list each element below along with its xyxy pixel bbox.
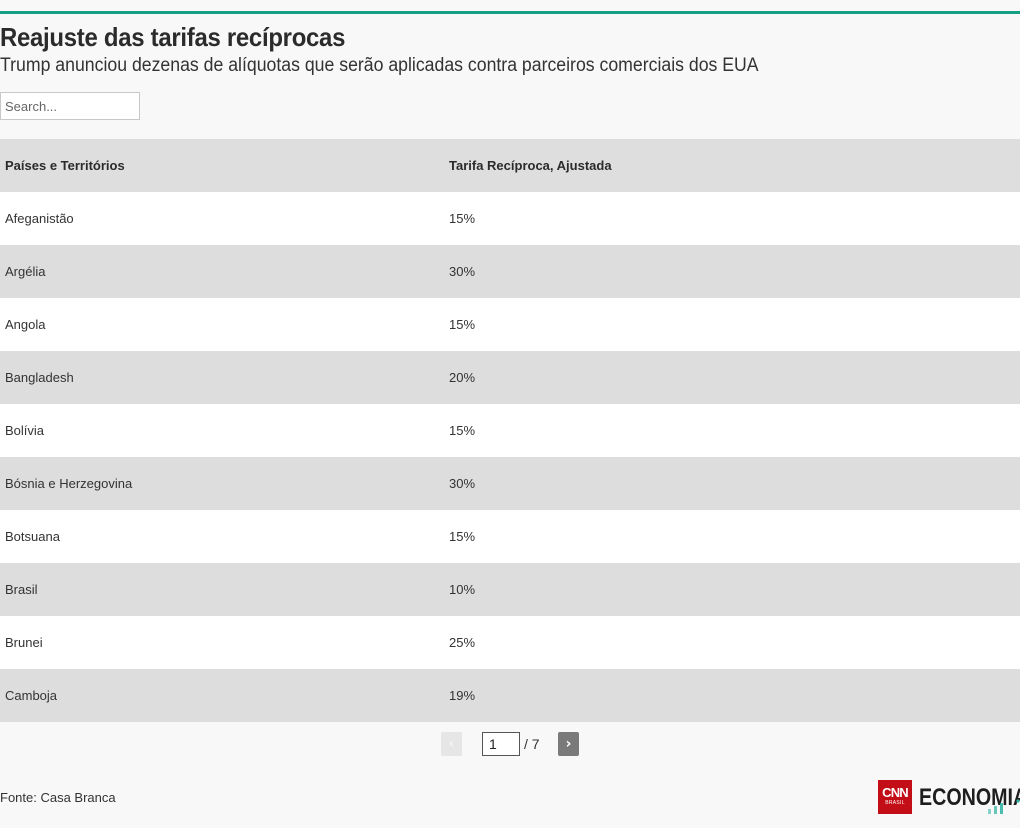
tariff-cell: 25% [444,616,1020,669]
source-note: Fonte: Casa Branca [0,790,116,805]
top-accent-rule [0,11,1020,14]
table-row: Bolívia 15% [0,404,1020,457]
economia-logo-text: ECONOMIA [919,784,1020,811]
table-row: Bósnia e Herzegovina 30% [0,457,1020,510]
tariff-cell: 30% [444,245,1020,298]
next-page-button[interactable]: › [558,732,579,756]
search-input[interactable] [0,92,140,120]
country-cell: Bangladesh [0,351,444,404]
page-subtitle: Trump anunciou dezenas de alíquotas que … [0,55,759,76]
country-cell: Brunei [0,616,444,669]
previous-page-button[interactable]: ‹ [441,732,462,756]
pagination: ‹ / 7 › [0,732,1020,756]
cnn-brasil-logo-icon: CNN BRASIL [878,780,912,814]
page-number-input[interactable] [482,732,520,756]
table-row: Argélia 30% [0,245,1020,298]
table-row: Botsuana 15% [0,510,1020,563]
tariff-cell: 10% [444,563,1020,616]
country-cell: Botsuana [0,510,444,563]
brasil-logo-text: BRASIL [885,800,905,806]
cnn-economia-logo: CNN BRASIL ECONOMIA [878,780,1020,814]
country-cell: Brasil [0,563,444,616]
cnn-logo-text: CNN [882,785,909,800]
table-header-row: Países e Territórios Tarifa Recíproca, A… [0,139,1020,192]
table-row: Bangladesh 20% [0,351,1020,404]
tariff-cell: 15% [444,510,1020,563]
table-row: Brasil 10% [0,563,1020,616]
tariff-table: Países e Territórios Tarifa Recíproca, A… [0,139,1020,722]
tariff-cell: 19% [444,669,1020,722]
tariff-cell: 15% [444,298,1020,351]
tariff-cell: 30% [444,457,1020,510]
country-cell: Bósnia e Herzegovina [0,457,444,510]
column-header-tariff[interactable]: Tarifa Recíproca, Ajustada [444,139,1020,192]
table-row: Angola 15% [0,298,1020,351]
economia-chart-accent-icon [988,799,1020,814]
table-row: Afeganistão 15% [0,192,1020,245]
country-cell: Angola [0,298,444,351]
table-row: Camboja 19% [0,669,1020,722]
page-total-label: / 7 [524,736,540,752]
column-header-country[interactable]: Países e Territórios [0,139,444,192]
tariff-cell: 15% [444,404,1020,457]
country-cell: Camboja [0,669,444,722]
country-cell: Bolívia [0,404,444,457]
table-row: Brunei 25% [0,616,1020,669]
tariff-cell: 20% [444,351,1020,404]
country-cell: Afeganistão [0,192,444,245]
page-title: Reajuste das tarifas recíprocas [0,22,346,52]
tariff-cell: 15% [444,192,1020,245]
country-cell: Argélia [0,245,444,298]
